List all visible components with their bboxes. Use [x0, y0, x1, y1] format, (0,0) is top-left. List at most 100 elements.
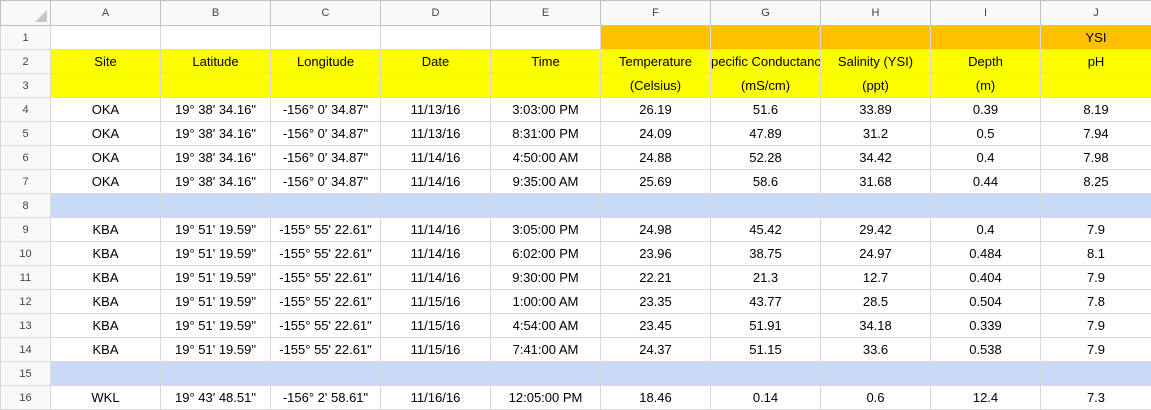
- cell-ph[interactable]: 7.9: [1041, 266, 1151, 290]
- cell-temperature[interactable]: 26.19: [601, 98, 711, 122]
- cell-date[interactable]: 11/13/16: [381, 122, 491, 146]
- row-header-4[interactable]: 4: [1, 98, 51, 122]
- row-header-5[interactable]: 5: [1, 122, 51, 146]
- unit-cell[interactable]: [1041, 74, 1151, 98]
- cell-date[interactable]: 11/15/16: [381, 338, 491, 362]
- unit-cell-ppt[interactable]: (ppt): [821, 74, 931, 98]
- cell-date[interactable]: 11/13/16: [381, 98, 491, 122]
- cell-depth[interactable]: 0.484: [931, 242, 1041, 266]
- select-all-corner[interactable]: [1, 1, 51, 26]
- cell-depth[interactable]: 0.5: [931, 122, 1041, 146]
- cell-date[interactable]: 11/14/16: [381, 170, 491, 194]
- cell-latitude[interactable]: 19° 51' 19.59": [161, 218, 271, 242]
- cell-date[interactable]: 11/15/16: [381, 290, 491, 314]
- cell-depth[interactable]: 0.44: [931, 170, 1041, 194]
- cell-temperature[interactable]: 23.96: [601, 242, 711, 266]
- cell-depth[interactable]: 0.404: [931, 266, 1041, 290]
- cell-temperature[interactable]: 18.46: [601, 386, 711, 410]
- column-header-g[interactable]: G: [711, 1, 821, 26]
- cell-site[interactable]: OKA: [51, 170, 161, 194]
- row-header-14[interactable]: 14: [1, 338, 51, 362]
- ysi-label-cell[interactable]: YSI: [1041, 26, 1151, 50]
- cell-depth[interactable]: 0.4: [931, 218, 1041, 242]
- cell-latitude[interactable]: 19° 51' 19.59": [161, 314, 271, 338]
- column-header-f[interactable]: F: [601, 1, 711, 26]
- column-header-a[interactable]: A: [51, 1, 161, 26]
- header-cell-latitude[interactable]: Latitude: [161, 50, 271, 74]
- cell-depth[interactable]: 0.4: [931, 146, 1041, 170]
- cell-latitude[interactable]: 19° 38' 34.16": [161, 146, 271, 170]
- header-cell-conductance[interactable]: pecific Conductanc: [711, 50, 821, 74]
- column-header-e[interactable]: E: [491, 1, 601, 26]
- cell[interactable]: [271, 362, 381, 386]
- cell-time[interactable]: 7:41:00 AM: [491, 338, 601, 362]
- row-header-10[interactable]: 10: [1, 242, 51, 266]
- row-header-7[interactable]: 7: [1, 170, 51, 194]
- cell-time[interactable]: 8:31:00 PM: [491, 122, 601, 146]
- row-header-3[interactable]: 3: [1, 74, 51, 98]
- cell-longitude[interactable]: -156° 0' 34.87": [271, 170, 381, 194]
- cell-site[interactable]: KBA: [51, 242, 161, 266]
- cell[interactable]: [51, 362, 161, 386]
- cell-ph[interactable]: 7.9: [1041, 314, 1151, 338]
- cell-temperature[interactable]: 23.45: [601, 314, 711, 338]
- cell[interactable]: [821, 26, 931, 50]
- cell-ph[interactable]: 8.1: [1041, 242, 1151, 266]
- cell-time[interactable]: 1:00:00 AM: [491, 290, 601, 314]
- cell-conductance[interactable]: 38.75: [711, 242, 821, 266]
- cell-temperature[interactable]: 24.37: [601, 338, 711, 362]
- cell-ph[interactable]: 8.19: [1041, 98, 1151, 122]
- cell[interactable]: [381, 194, 491, 218]
- row-header-11[interactable]: 11: [1, 266, 51, 290]
- cell-conductance[interactable]: 47.89: [711, 122, 821, 146]
- cell-ph[interactable]: 7.9: [1041, 338, 1151, 362]
- cell-temperature[interactable]: 25.69: [601, 170, 711, 194]
- cell[interactable]: [491, 362, 601, 386]
- cell[interactable]: [931, 26, 1041, 50]
- cell[interactable]: [381, 362, 491, 386]
- unit-cell-m[interactable]: (m): [931, 74, 1041, 98]
- cell[interactable]: [161, 362, 271, 386]
- cell-site[interactable]: OKA: [51, 146, 161, 170]
- cell-date[interactable]: 11/15/16: [381, 314, 491, 338]
- row-header-2[interactable]: 2: [1, 50, 51, 74]
- header-cell-time[interactable]: Time: [491, 50, 601, 74]
- cell-longitude[interactable]: -155° 55' 22.61": [271, 218, 381, 242]
- header-cell-longitude[interactable]: Longitude: [271, 50, 381, 74]
- cell-depth[interactable]: 0.339: [931, 314, 1041, 338]
- cell[interactable]: [711, 362, 821, 386]
- cell-date[interactable]: 11/14/16: [381, 242, 491, 266]
- cell-longitude[interactable]: -155° 55' 22.61": [271, 314, 381, 338]
- column-header-j[interactable]: J: [1041, 1, 1151, 26]
- cell-latitude[interactable]: 19° 51' 19.59": [161, 266, 271, 290]
- cell-date[interactable]: 11/16/16: [381, 386, 491, 410]
- cell-ph[interactable]: 7.94: [1041, 122, 1151, 146]
- cell-date[interactable]: 11/14/16: [381, 146, 491, 170]
- header-cell-site[interactable]: Site: [51, 50, 161, 74]
- cell[interactable]: [491, 194, 601, 218]
- row-header-1[interactable]: 1: [1, 26, 51, 50]
- unit-cell[interactable]: [381, 74, 491, 98]
- cell-ph[interactable]: 7.9: [1041, 218, 1151, 242]
- unit-cell-celsius[interactable]: (Celsius): [601, 74, 711, 98]
- cell-site[interactable]: KBA: [51, 338, 161, 362]
- column-header-h[interactable]: H: [821, 1, 931, 26]
- cell-time[interactable]: 3:03:00 PM: [491, 98, 601, 122]
- cell-depth[interactable]: 0.39: [931, 98, 1041, 122]
- cell[interactable]: [931, 194, 1041, 218]
- cell-salinity[interactable]: 31.2: [821, 122, 931, 146]
- cell[interactable]: [601, 362, 711, 386]
- cell-temperature[interactable]: 24.88: [601, 146, 711, 170]
- cell[interactable]: [381, 26, 491, 50]
- cell-longitude[interactable]: -156° 2' 58.61": [271, 386, 381, 410]
- cell-site[interactable]: KBA: [51, 290, 161, 314]
- cell-latitude[interactable]: 19° 43' 48.51": [161, 386, 271, 410]
- cell-temperature[interactable]: 22.21: [601, 266, 711, 290]
- column-header-i[interactable]: I: [931, 1, 1041, 26]
- unit-cell[interactable]: [271, 74, 381, 98]
- row-header-6[interactable]: 6: [1, 146, 51, 170]
- cell-ph[interactable]: 7.3: [1041, 386, 1151, 410]
- cell-latitude[interactable]: 19° 51' 19.59": [161, 290, 271, 314]
- cell-time[interactable]: 9:30:00 PM: [491, 266, 601, 290]
- cell-longitude[interactable]: -156° 0' 34.87": [271, 146, 381, 170]
